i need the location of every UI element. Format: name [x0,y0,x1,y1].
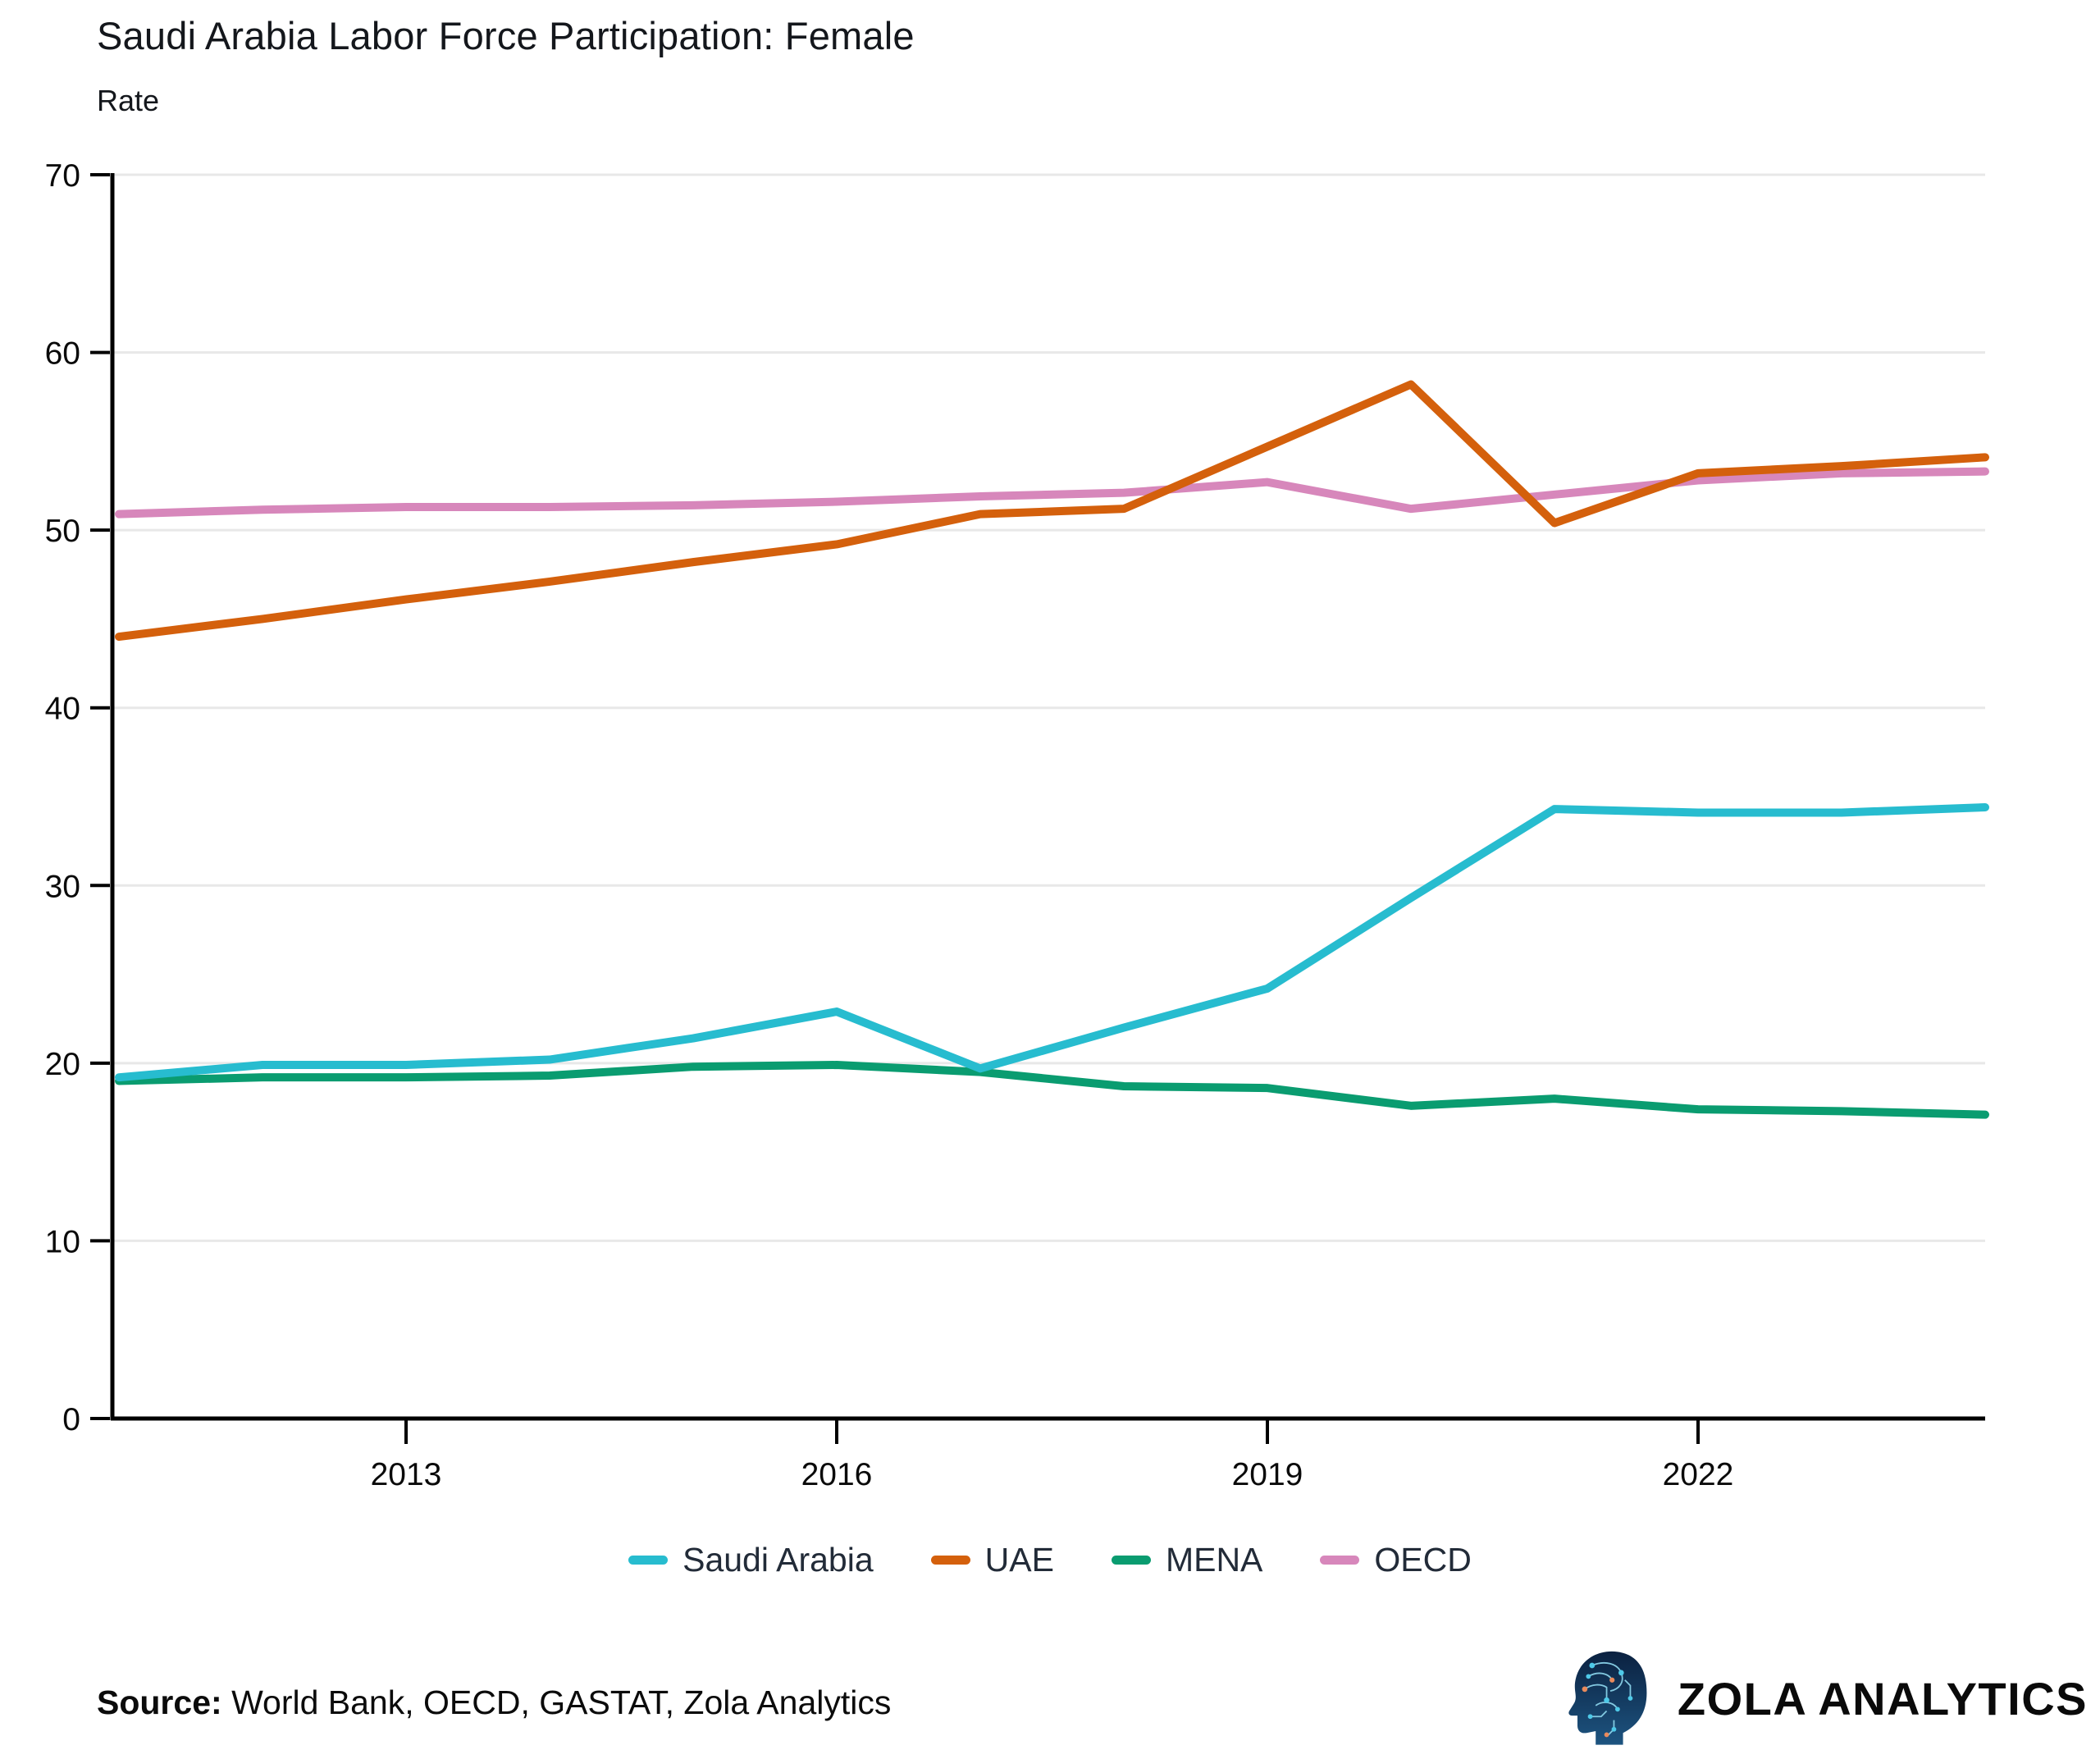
brand-head-icon [1568,1651,1647,1745]
x-tick-label-2016: 2016 [801,1457,873,1492]
y-tick-label-60: 60 [45,336,80,372]
plot-area: 0 10 20 30 40 50 60 70 2013 2016 2019 2022 [45,158,1989,1492]
legend-label: UAE [984,1541,1054,1579]
brand-logo: ZOLA ANALYTICS [1564,1649,2088,1748]
chart-title: Saudi Arabia Labor Force Participation: … [97,14,915,57]
y-tick-label-70: 70 [45,158,80,194]
x-tick-label-2013: 2013 [371,1457,442,1492]
y-tick-label-30: 30 [45,869,80,904]
legend-swatch-icon [1320,1556,1360,1565]
series-line-mena [115,1061,1989,1119]
legend-label: Saudi Arabia [682,1541,874,1579]
y-tick-label-50: 50 [45,514,80,549]
y-axis-title: Rate [97,84,160,117]
y-tick-label-40: 40 [45,692,80,727]
y-tick-label-10: 10 [45,1224,80,1259]
legend-item-uae: UAE [930,1541,1054,1579]
legend-swatch-icon [930,1556,970,1565]
y-tick-label-20: 20 [45,1047,80,1082]
source-label: Source: [97,1684,222,1721]
legend-label: OECD [1374,1541,1472,1579]
legend-swatch-icon [1111,1556,1151,1565]
source-note: Source: World Bank, OECD, GASTAT, Zola A… [97,1684,891,1722]
source-text: World Bank, OECD, GASTAT, Zola Analytics [231,1684,892,1721]
legend-item-saudi-arabia: Saudi Arabia [628,1541,874,1579]
brand-name: ZOLA ANALYTICS [1677,1672,2088,1725]
series-line-uae [115,380,1989,642]
legend-swatch-icon [628,1556,669,1565]
y-tick-label-0: 0 [62,1402,80,1437]
legend-item-oecd: OECD [1320,1541,1472,1579]
series-line-saudi-arabia [115,802,1989,1082]
legend-label: MENA [1165,1541,1263,1579]
legend-item-mena: MENA [1111,1541,1263,1579]
legend: Saudi Arabia UAE MENA OECD [0,1541,2100,1579]
footer: Source: World Bank, OECD, GASTAT, Zola A… [0,1649,2100,1748]
x-tick-label-2022: 2022 [1663,1457,1734,1492]
x-tick-label-2019: 2019 [1232,1457,1303,1492]
